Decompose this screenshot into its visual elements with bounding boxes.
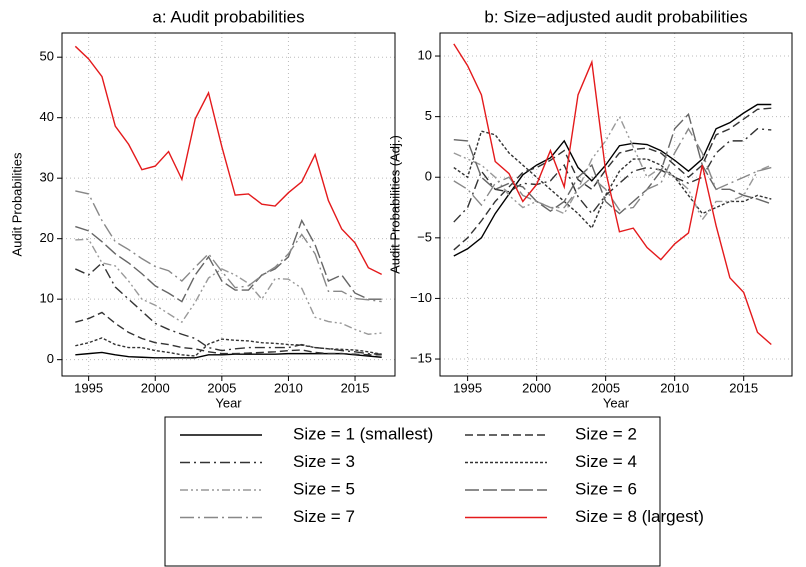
legend-label: Size = 4 [575,452,637,471]
y-tick-label: 30 [40,170,54,185]
series-line [75,351,382,359]
series-line [453,115,772,222]
legend-label: Size = 7 [293,507,355,526]
x-tick-label: 2015 [729,380,758,395]
series-line [75,238,382,335]
y-axis-label: Audit Probabilities (Adj.) [387,135,402,274]
y-tick-label: 0 [425,169,432,184]
x-tick-label: 2005 [591,380,620,395]
y-tick-label: 5 [425,108,432,123]
chart-title: b: Size−adjusted audit probabilities [484,7,747,26]
series-line [453,107,772,251]
legend-label: Size = 6 [575,479,637,498]
series-line [453,112,772,215]
series-line [75,337,382,357]
y-tick-label: 50 [40,49,54,64]
series-line [453,128,772,223]
x-tick-label: 1995 [453,380,482,395]
y-tick-label: −15 [410,350,432,365]
y-axis-label: Audit Probabilities [9,152,24,257]
series-line [75,190,382,303]
series-line [74,45,382,275]
series-line [453,43,772,346]
x-tick-label: 2010 [274,380,303,395]
legend-label: Size = 1 (smallest) [293,424,433,443]
legend-label: Size = 5 [293,479,355,498]
y-tick-label: 0 [47,351,54,366]
y-tick-label: 10 [40,291,54,306]
x-tick-label: 2000 [141,380,170,395]
y-tick-label: 10 [418,47,432,62]
legend-label: Size = 3 [293,452,355,471]
x-tick-label: 2010 [660,380,689,395]
y-tick-label: 40 [40,109,54,124]
legend-label: Size = 8 (largest) [575,507,704,526]
x-tick-label: 2005 [207,380,236,395]
y-tick-label: 20 [40,230,54,245]
legend-label: Size = 2 [575,424,637,443]
x-axis-label: Year [603,395,630,410]
series-line [453,127,772,211]
x-axis-label: Year [215,395,242,410]
y-tick-label: −5 [417,229,432,244]
plot-frame [439,32,793,377]
series-line [453,130,772,230]
series-line [75,261,382,355]
x-tick-label: 1995 [74,380,103,395]
plot-frame [61,32,396,377]
x-tick-label: 2015 [341,380,370,395]
series-line [75,311,382,356]
series-line [75,218,382,303]
legend-box [164,416,661,567]
y-tick-label: −10 [410,290,432,305]
series-line [453,103,772,257]
chart-title: a: Audit probabilities [152,7,304,26]
x-tick-label: 2000 [522,380,551,395]
